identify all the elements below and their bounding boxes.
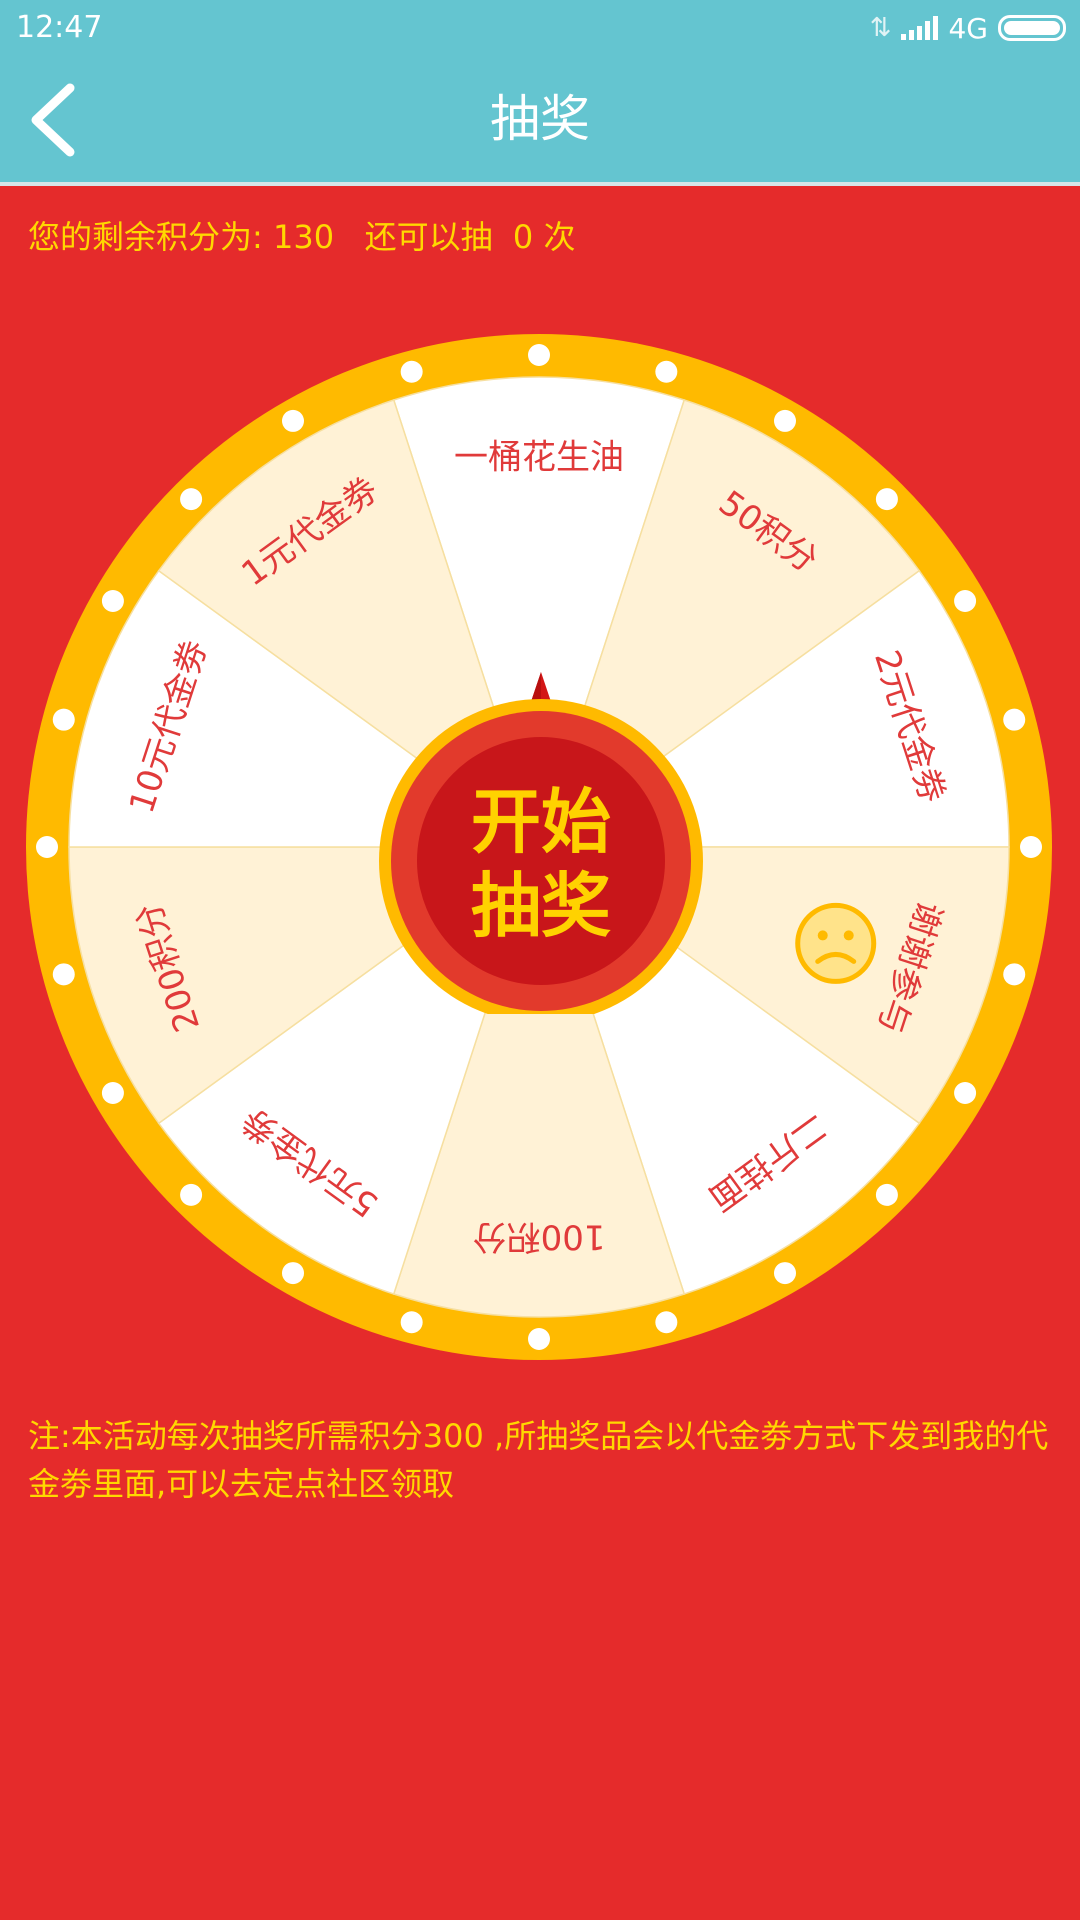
rim-light <box>655 360 678 383</box>
status-bar: 12:47 ⇅ 4G <box>0 0 1080 56</box>
score-label: 您的剩余积分为: <box>28 218 263 256</box>
rim-light <box>400 1311 423 1334</box>
wheel-segment-label: 100积分 <box>473 1217 606 1257</box>
rim-light <box>52 963 75 986</box>
rim-light <box>875 1183 898 1206</box>
start-button-inner <box>417 737 665 985</box>
start-button-line1: 开始 <box>471 781 611 863</box>
status-time: 12:47 <box>16 10 103 45</box>
rim-light <box>655 1311 678 1334</box>
wheel-segment <box>392 844 686 1318</box>
rim-light <box>52 708 75 731</box>
wheel-segment-label-group: 100积分 <box>473 1217 606 1257</box>
score-info: 您的剩余积分为: 130 还可以抽 0 次 <box>28 212 575 258</box>
rim-light <box>101 1082 124 1104</box>
smiley-icon <box>795 902 877 984</box>
draws-count: 0 <box>512 218 534 256</box>
signal-icon <box>901 16 939 40</box>
rim-light <box>1003 963 1026 986</box>
rim-light <box>282 1262 304 1285</box>
score-points: 130 <box>272 218 335 256</box>
rim-light <box>36 836 58 858</box>
data-transfer-icon: ⇅ <box>869 13 892 43</box>
back-button[interactable] <box>18 76 104 162</box>
rim-light <box>528 344 550 366</box>
page-title: 抽奖 <box>490 90 590 148</box>
wheel-segment-label: 一桶花生油 <box>454 438 624 478</box>
rim-light <box>1003 708 1026 731</box>
network-type: 4G <box>948 11 988 45</box>
rim-light <box>180 1183 203 1206</box>
rim-light <box>101 590 124 612</box>
rim-light <box>528 1328 550 1350</box>
rim-light <box>180 488 203 511</box>
app-bar: 抽奖 <box>0 56 1080 186</box>
chevron-left-icon <box>31 83 75 157</box>
draws-label: 还可以抽 <box>364 218 493 256</box>
rim-light <box>954 1082 977 1104</box>
draws-unit: 次 <box>543 218 576 256</box>
rules-note: 注:本活动每次抽奖所需积分300 ,所抽奖品会以代金劵方式下发到我的代金劵里面,… <box>28 1417 1049 1503</box>
start-button-line2: 抽奖 <box>471 865 611 947</box>
rim-light <box>875 488 898 511</box>
rim-light <box>1020 836 1042 858</box>
rim-light <box>774 409 796 432</box>
rim-light <box>282 409 304 432</box>
rim-light <box>400 360 423 383</box>
wheel-segment-label-group: 一桶花生油 <box>454 438 624 478</box>
rim-light <box>774 1262 796 1285</box>
rim-light <box>954 590 977 612</box>
wheel-segment <box>392 376 686 850</box>
start-draw-button[interactable]: 开始 抽奖 <box>366 664 716 1023</box>
status-icons: ⇅ 4G <box>870 10 1066 46</box>
battery-icon <box>998 15 1066 41</box>
